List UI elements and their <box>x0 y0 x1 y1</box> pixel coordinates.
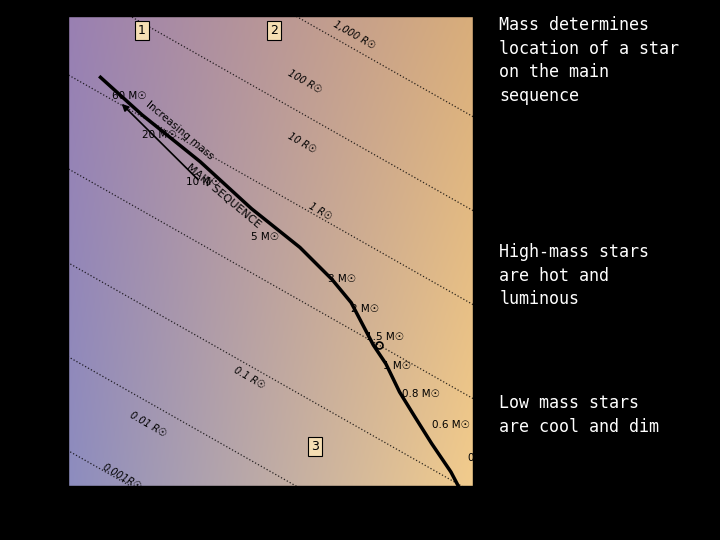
Text: 1 M☉: 1 M☉ <box>383 361 411 372</box>
Text: 1.5 M☉: 1.5 M☉ <box>366 332 405 342</box>
Text: 60 M☉: 60 M☉ <box>112 91 146 101</box>
Text: 10 R☉: 10 R☉ <box>286 131 318 155</box>
Y-axis label: Luminosity (L☉): Luminosity (L☉) <box>14 201 27 301</box>
Text: 20 M☉: 20 M☉ <box>142 130 176 140</box>
Text: 1,000 R☉: 1,000 R☉ <box>332 19 377 51</box>
Text: 0.2 M☉: 0.2 M☉ <box>468 453 506 463</box>
Text: 0.1 R☉: 0.1 R☉ <box>233 365 267 391</box>
Text: 2: 2 <box>270 24 278 37</box>
Text: MAIN SEQUENCE: MAIN SEQUENCE <box>184 162 263 230</box>
Text: 5 M☉: 5 M☉ <box>251 232 279 242</box>
Text: Increasing mass: Increasing mass <box>145 99 216 161</box>
Text: 10 M☉: 10 M☉ <box>186 177 221 187</box>
Text: 1 R☉: 1 R☉ <box>307 201 334 222</box>
Text: 100 R☉: 100 R☉ <box>286 68 323 96</box>
Text: Mass determines
location of a star
on the main
sequence: Mass determines location of a star on th… <box>500 16 680 105</box>
Text: 0.01 R☉: 0.01 R☉ <box>128 410 168 440</box>
Text: High-mass stars
are hot and
luminous: High-mass stars are hot and luminous <box>500 243 649 308</box>
Text: 1: 1 <box>138 24 146 37</box>
Text: Low mass stars
are cool and dim: Low mass stars are cool and dim <box>500 394 660 436</box>
Text: 0.001R☉: 0.001R☉ <box>101 462 143 493</box>
X-axis label: Surface temperature (K): Surface temperature (K) <box>194 511 347 524</box>
Text: 2 M☉: 2 M☉ <box>351 303 379 314</box>
Text: 3 M☉: 3 M☉ <box>328 274 356 285</box>
Text: 0.8 M☉: 0.8 M☉ <box>402 389 441 399</box>
Text: 0.6 M☉: 0.6 M☉ <box>432 420 469 430</box>
Text: 3: 3 <box>311 440 319 453</box>
